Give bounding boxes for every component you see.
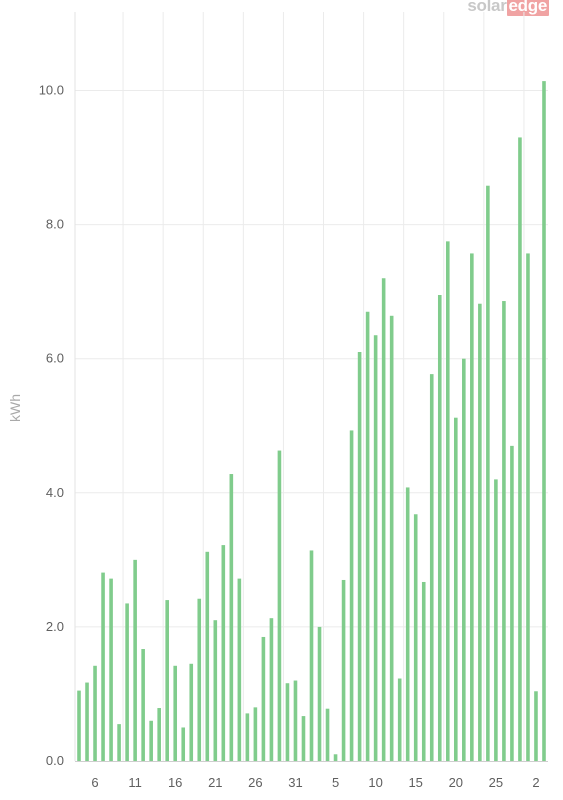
y-tick-labels: 0.0 2.0 4.0 6.0 8.0 10.0 — [39, 83, 64, 769]
bar — [357, 352, 362, 761]
bar — [349, 430, 354, 761]
x-tick-label: 5 — [332, 775, 339, 790]
bar — [173, 665, 178, 761]
x-tick-label: 20 — [449, 775, 463, 790]
bar — [261, 636, 266, 761]
bar — [245, 713, 250, 761]
bar — [462, 358, 466, 761]
bar — [213, 620, 218, 761]
bar — [478, 303, 482, 761]
bar — [101, 572, 105, 761]
x-tick-label: 31 — [288, 775, 302, 790]
x-tick-label: 15 — [408, 775, 422, 790]
bar — [470, 253, 474, 761]
bar — [229, 474, 234, 761]
bar — [429, 374, 434, 761]
y-tick-label: 6.0 — [46, 351, 64, 366]
bar — [237, 578, 242, 761]
bar — [181, 727, 186, 761]
x-tick-label: 16 — [168, 775, 182, 790]
y-axis-label: kWh — [7, 394, 23, 422]
bar — [157, 708, 161, 761]
bar — [165, 600, 169, 761]
bar — [454, 417, 458, 761]
bar — [325, 708, 330, 761]
y-tick-label: 8.0 — [46, 217, 64, 232]
bar — [542, 81, 546, 762]
bar — [397, 678, 402, 761]
bar — [373, 335, 378, 761]
y-tick-label: 4.0 — [46, 485, 64, 500]
bar — [534, 691, 538, 761]
x-tick-label: 21 — [208, 775, 222, 790]
bar — [486, 185, 490, 761]
x-tick-label: 2 — [532, 775, 539, 790]
bar — [445, 241, 450, 762]
x-tick-label: 26 — [248, 775, 262, 790]
logo-text-solar: solar — [467, 0, 507, 15]
y-tick-label: 0.0 — [46, 753, 64, 768]
y-tick-label: 10.0 — [39, 83, 64, 98]
bar — [421, 581, 426, 761]
bar — [333, 754, 338, 761]
bar — [141, 649, 145, 761]
bar — [189, 663, 194, 761]
bar — [413, 514, 418, 761]
bar — [117, 724, 121, 761]
bar — [277, 450, 282, 761]
bar — [125, 603, 129, 761]
bar — [309, 550, 314, 761]
bar — [293, 680, 298, 761]
x-tick-label: 6 — [91, 775, 98, 790]
bar — [301, 716, 306, 761]
bar — [253, 707, 258, 761]
bar — [317, 626, 322, 761]
bar — [341, 579, 346, 761]
bar — [109, 578, 113, 761]
bar — [133, 559, 137, 761]
x-tick-label: 25 — [489, 775, 503, 790]
bar — [197, 598, 202, 761]
bar — [510, 445, 514, 761]
bar — [221, 545, 226, 761]
bar — [205, 551, 210, 761]
bar — [85, 682, 89, 761]
gridlines — [74, 12, 548, 761]
bar — [526, 253, 530, 761]
bar — [381, 278, 386, 761]
bar — [149, 720, 153, 761]
bar — [389, 315, 394, 761]
bar — [365, 311, 370, 761]
bar — [518, 137, 522, 761]
y-tick-label: 2.0 — [46, 619, 64, 634]
bar — [437, 295, 442, 761]
logo-text-edge: edge — [506, 0, 549, 16]
bar — [77, 690, 81, 761]
bar — [405, 487, 410, 761]
bar — [269, 618, 274, 761]
bar — [285, 683, 290, 761]
bars-group — [77, 81, 546, 762]
solaredge-logo: solar edge — [467, 0, 549, 16]
x-tick-labels: 6 11 16 21 26 31 5 10 15 20 25 2 — [91, 775, 539, 790]
bar — [494, 479, 498, 761]
bar — [502, 301, 506, 761]
x-tick-label: 10 — [368, 775, 382, 790]
x-tick-label: 11 — [128, 775, 142, 790]
bar — [93, 665, 97, 761]
